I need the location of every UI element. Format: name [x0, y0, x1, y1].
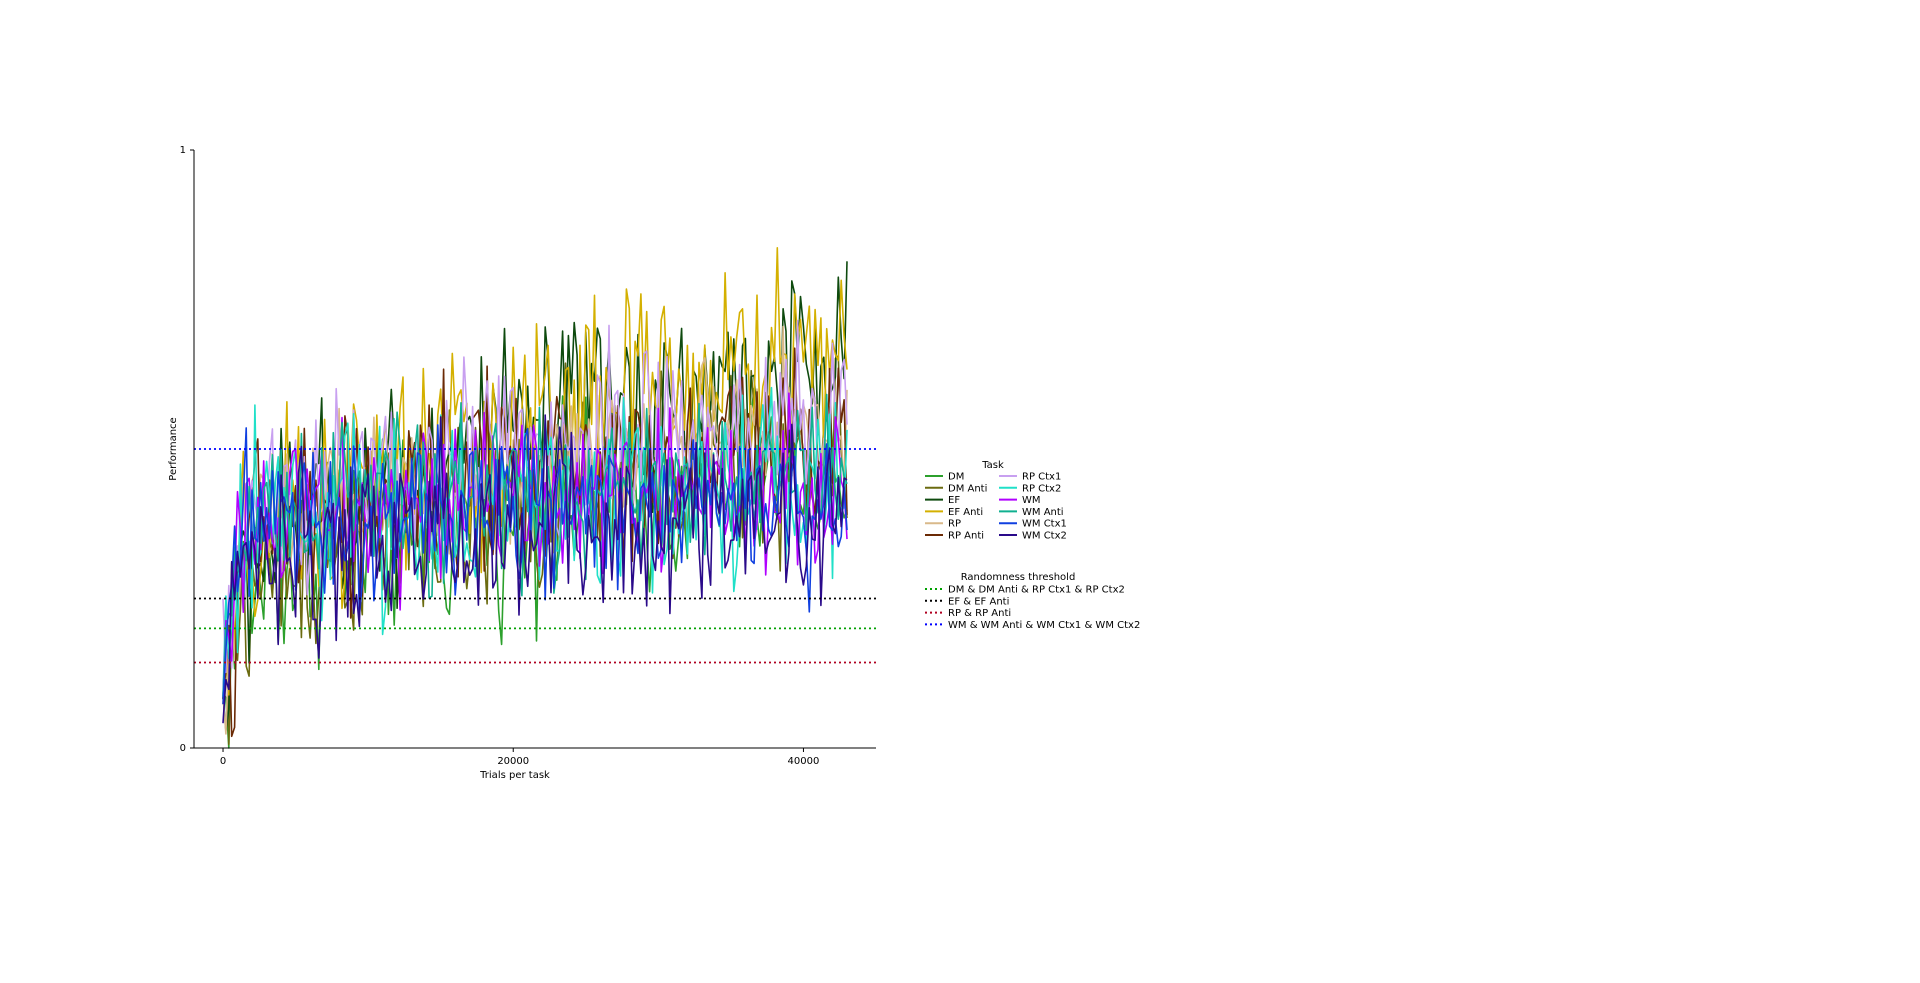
y-tick-label: 0	[180, 743, 186, 754]
legend-label: DM Anti	[948, 483, 987, 494]
legend-label: RP Ctx1	[1022, 472, 1061, 483]
threshold-legend-label: WM & WM Anti & WM Ctx1 & WM Ctx2	[948, 620, 1140, 631]
legend-title: Task	[981, 460, 1004, 471]
y-tick-label: 1	[180, 145, 186, 156]
legend-item: EF Anti	[925, 507, 983, 518]
legend-label: WM Ctx1	[1022, 519, 1067, 530]
legend-item: WM Ctx2	[999, 531, 1067, 542]
legend-item: RP Ctx2	[999, 483, 1061, 494]
y-ticks: 01	[180, 145, 194, 754]
legend-item: WM Anti	[999, 507, 1064, 518]
x-tick-label: 0	[220, 756, 226, 767]
x-axis-label: Trials per task	[479, 770, 550, 781]
legend-item: DM	[925, 472, 964, 483]
legend-item: RP Anti	[925, 531, 984, 542]
legend-item: WM Ctx1	[999, 519, 1067, 530]
threshold-legend-label: EF & EF Anti	[948, 596, 1009, 607]
legend-label: EF	[948, 495, 960, 506]
legend-item: WM	[999, 495, 1041, 506]
threshold-legend-title: Randomness threshold	[961, 572, 1076, 583]
x-tick-label: 20000	[497, 756, 529, 767]
legend-item: RP	[925, 519, 961, 530]
threshold-legend-label: DM & DM Anti & RP Ctx1 & RP Ctx2	[948, 585, 1125, 596]
threshold-legend-label: RP & RP Anti	[948, 608, 1011, 619]
legend-item: EF	[925, 495, 960, 506]
x-tick-label: 40000	[788, 756, 820, 767]
threshold-legend-item: RP & RP Anti	[925, 608, 1011, 619]
legend-label: EF Anti	[948, 507, 983, 518]
legend-label: RP Anti	[948, 531, 984, 542]
legend-label: RP	[948, 519, 961, 530]
series-line	[222, 414, 848, 724]
threshold-lines	[194, 448, 876, 664]
y-axis-label: Performance	[168, 417, 179, 480]
axes: 0 20000 40000 01 Trials per task Performan…	[168, 145, 876, 781]
series-line	[222, 386, 848, 697]
legend-label: WM Ctx2	[1022, 531, 1067, 542]
threshold-legend-item: DM & DM Anti & RP Ctx1 & RP Ctx2	[925, 585, 1125, 596]
plot-lines	[222, 247, 848, 749]
legend-label: RP Ctx2	[1022, 483, 1061, 494]
x-ticks: 0 20000 40000	[220, 748, 820, 767]
legend-label: DM	[948, 472, 964, 483]
threshold-legend-item: WM & WM Anti & WM Ctx1 & WM Ctx2	[925, 620, 1140, 631]
legend-item: RP Ctx1	[999, 472, 1061, 483]
legend-item: DM Anti	[925, 483, 987, 494]
legend-label: WM	[1022, 495, 1041, 506]
legend-label: WM Anti	[1022, 507, 1064, 518]
threshold-legend-item: EF & EF Anti	[925, 596, 1009, 607]
